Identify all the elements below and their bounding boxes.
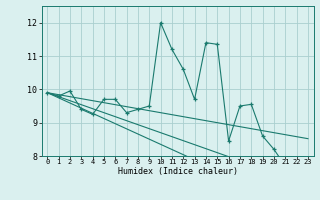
X-axis label: Humidex (Indice chaleur): Humidex (Indice chaleur)	[118, 167, 237, 176]
